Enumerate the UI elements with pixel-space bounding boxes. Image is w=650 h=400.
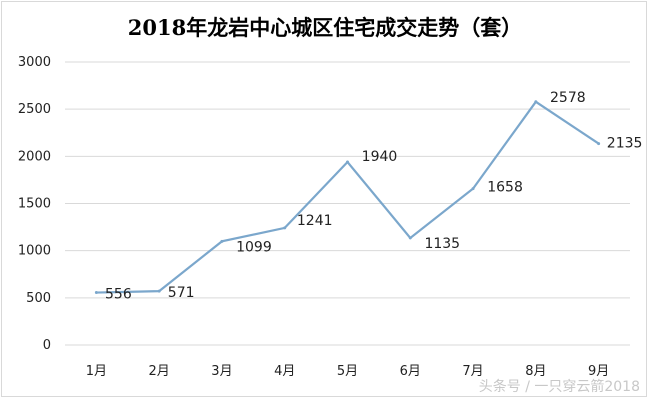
x-tick-label: 8月 [525, 364, 546, 379]
y-tick-label: 0 [43, 338, 51, 353]
data-label: 571 [168, 285, 195, 301]
series-line [96, 100, 600, 294]
data-label: 1658 [487, 180, 523, 196]
x-tick-label: 9月 [588, 364, 609, 379]
x-tick-label: 3月 [211, 364, 232, 379]
data-point [534, 100, 538, 104]
x-tick-label: 7月 [462, 364, 483, 379]
data-point [157, 289, 161, 293]
y-tick-label: 3000 [18, 55, 51, 70]
data-label: 1940 [362, 149, 398, 165]
data-point [94, 291, 98, 295]
data-label: 2135 [607, 136, 643, 152]
y-tick-label: 1500 [18, 197, 51, 212]
data-point [220, 239, 224, 243]
x-tick-label: 2月 [149, 364, 170, 379]
data-point [283, 226, 287, 230]
data-label: 2578 [550, 90, 586, 106]
data-point [408, 236, 412, 240]
data-point [346, 160, 349, 164]
x-tick-label: 6月 [400, 364, 421, 379]
data-label: 556 [105, 287, 132, 303]
y-tick-label: 2500 [18, 102, 51, 117]
watermark: 头条号 / 一只穿云箭2018 [478, 379, 640, 395]
y-tick-label: 2000 [18, 149, 51, 164]
data-label: 1099 [236, 239, 272, 255]
data-point [597, 142, 601, 146]
data-point [471, 187, 475, 191]
y-tick-label: 500 [26, 291, 51, 306]
x-tick-label: 5月 [337, 364, 358, 379]
x-tick-label: 4月 [274, 364, 295, 379]
chart-title: 2018年龙岩中心城区住宅成交走势（套） [127, 15, 523, 40]
data-label: 1241 [297, 213, 333, 229]
x-tick-label: 1月 [86, 364, 107, 379]
y-tick-label: 1000 [18, 244, 51, 259]
data-label: 1135 [424, 236, 460, 252]
